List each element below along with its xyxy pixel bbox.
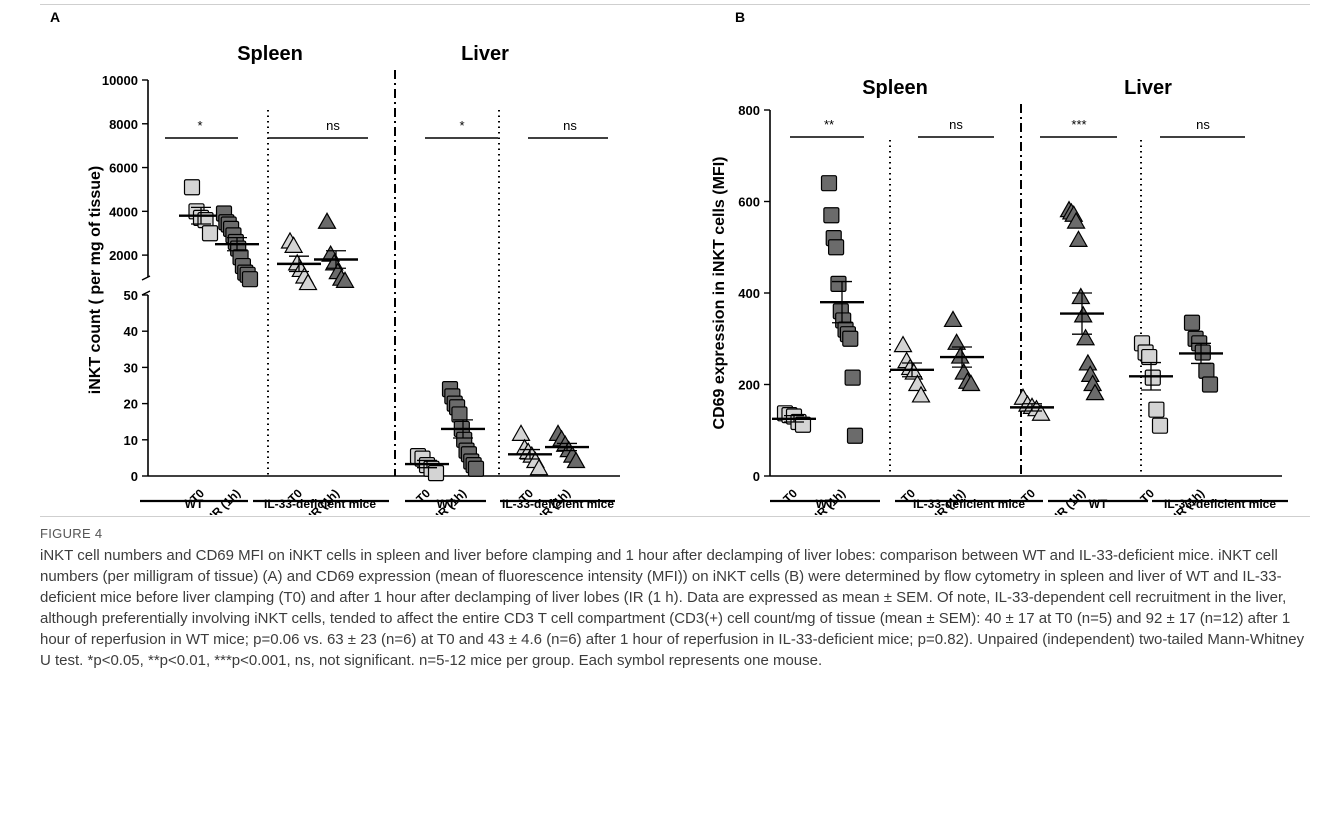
data-point-triangle <box>1031 404 1051 421</box>
tissue-title: Liver <box>1124 77 1172 99</box>
tissue-title: Spleen <box>862 77 928 99</box>
y-tick-label: 10000 <box>102 73 138 88</box>
panel-label: A <box>50 9 60 25</box>
y-tick-label: 2000 <box>109 248 138 263</box>
tissue-title: Spleen <box>237 43 303 65</box>
y-tick-label: 6000 <box>109 161 138 176</box>
y-tick-label: 8000 <box>109 117 138 132</box>
genotype-label: WT <box>437 497 456 511</box>
y-tick-label: 30 <box>124 360 138 375</box>
data-point-square <box>1198 362 1215 379</box>
panel-b: B Spleen Liver CD69 expression in iNKT cell… <box>711 9 1288 515</box>
data-point-triangle <box>335 271 355 288</box>
data-point-square <box>201 225 219 242</box>
panel-a: A Spleen Liver iNKT count ( per mg of tissu… <box>50 9 620 515</box>
genotype-label: IL-33-deficient mice <box>913 497 1025 511</box>
top-rule <box>40 4 1310 5</box>
data-point-square <box>794 416 812 433</box>
significance-label: * <box>459 118 464 133</box>
data-point-triangle <box>284 236 304 253</box>
axis-break-mark <box>141 275 151 281</box>
data-point-square <box>1148 401 1165 418</box>
genotype-label: IL-33-deficient mice <box>502 497 614 511</box>
x-tick-label: T0 <box>780 486 800 506</box>
significance-label: ** <box>824 117 834 132</box>
y-tick-label: 400 <box>738 286 760 301</box>
data-point-triangle <box>1068 230 1088 247</box>
significance-label: ns <box>1196 117 1210 132</box>
data-point-square <box>427 465 445 482</box>
data-point-triangle <box>1078 353 1098 371</box>
data-point-triangle <box>1076 328 1096 346</box>
data-point-triangle <box>1066 211 1086 229</box>
data-point-triangle <box>298 273 318 291</box>
y-tick-label: 4000 <box>109 204 138 219</box>
y-tick-label: 20 <box>124 397 138 412</box>
data-point-triangle <box>1071 287 1091 305</box>
y-tick-label: 50 <box>124 288 138 303</box>
data-point-triangle <box>947 333 967 350</box>
y-tick-label: 200 <box>738 378 760 393</box>
y-tick-label: 40 <box>124 324 138 339</box>
data-point-triangle <box>893 335 913 353</box>
data-point-square <box>827 239 845 256</box>
data-point-triangle <box>950 346 970 364</box>
figure-canvas: A Spleen Liver iNKT count ( per mg of tissu… <box>50 9 1288 515</box>
y-tick-label: 0 <box>131 469 138 484</box>
data-point-square <box>183 179 201 196</box>
significance-label: ns <box>949 117 963 132</box>
significance-label: ns <box>563 118 577 133</box>
data-point-square <box>1201 376 1219 393</box>
caption-text: iNKT cell numbers and CD69 MFI on iNKT c… <box>40 547 1305 669</box>
data-point-square <box>1183 314 1201 331</box>
y-tick-label: 10 <box>124 433 138 448</box>
genotype-label: WT <box>1089 497 1108 511</box>
data-point-triangle <box>904 362 924 380</box>
data-point-triangle <box>1085 383 1105 401</box>
genotype-label: WT <box>816 497 835 511</box>
caption-rule <box>40 516 1310 517</box>
y-tick-label: 0 <box>753 469 760 484</box>
y-axis-label: iNKT count ( per mg of tissue) <box>87 166 104 394</box>
data-point-square <box>241 271 259 288</box>
significance-label: * <box>197 118 202 133</box>
significance-label: *** <box>1071 117 1086 132</box>
y-tick-label: 800 <box>738 103 760 118</box>
panel-label: B <box>735 9 745 25</box>
data-point-square <box>842 330 859 347</box>
data-point-square <box>1141 348 1158 366</box>
data-point-square <box>846 427 864 444</box>
data-point-triangle <box>907 374 927 392</box>
data-point-square <box>820 175 838 192</box>
genotype-label: IL-33-deficient mice <box>264 497 376 511</box>
data-point-triangle <box>317 212 337 229</box>
data-point-triangle <box>529 458 549 476</box>
figure-label: FIGURE 4 <box>40 526 103 541</box>
data-point-square <box>467 460 485 477</box>
figure-caption: FIGURE 4 iNKT cell numbers and CD69 MFI … <box>40 526 1310 671</box>
data-point-triangle <box>511 424 531 441</box>
data-point-square <box>1151 417 1169 434</box>
x-tick-label: T0 <box>1137 486 1157 506</box>
genotype-label: IL-33-deficient mice <box>1164 497 1276 511</box>
data-point-triangle <box>943 310 963 328</box>
data-point-square <box>1144 369 1161 386</box>
data-point-triangle <box>911 385 931 403</box>
data-point-square <box>844 369 861 386</box>
data-point-square <box>830 275 847 292</box>
significance-label: ns <box>326 118 340 133</box>
tissue-title: Liver <box>461 43 509 65</box>
genotype-label: WT <box>185 497 204 511</box>
y-axis-label: CD69 expression in iNKT cells (MFI) <box>711 157 728 430</box>
data-point-triangle <box>566 451 586 469</box>
x-tick-label: T0 <box>413 486 433 506</box>
data-point-triangle <box>961 374 981 392</box>
data-point-square <box>823 207 840 224</box>
y-tick-label: 600 <box>738 195 760 210</box>
